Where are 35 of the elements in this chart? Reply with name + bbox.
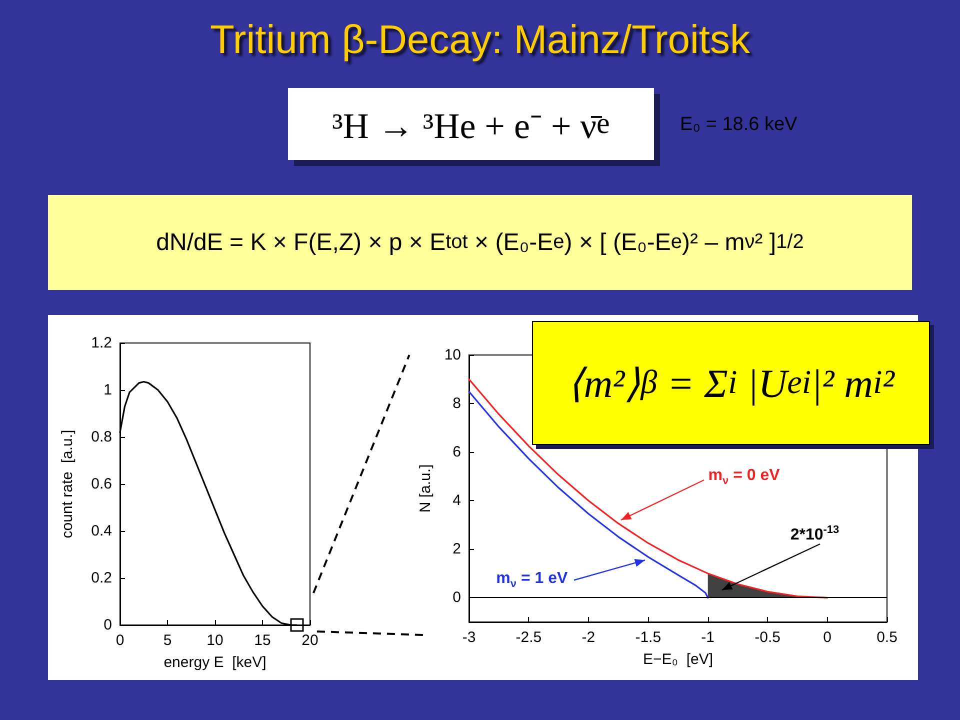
x-tick-label: -1.5 xyxy=(635,629,662,646)
y-tick-label: 0 xyxy=(104,616,112,634)
y-tick-label: 6 xyxy=(452,444,461,461)
y-tick-label: 4 xyxy=(452,492,461,510)
y-tick-label: 0.4 xyxy=(91,522,112,540)
y-tick-label: 0.2 xyxy=(91,570,112,586)
x-tick-label: -2 xyxy=(582,629,596,646)
x-tick-label: -2.5 xyxy=(516,629,542,646)
y-tick-label: 1 xyxy=(104,382,112,398)
x-tick-label: 5 xyxy=(163,632,172,649)
x-tick-label: 20 xyxy=(302,632,318,649)
y-tick-label: 8 xyxy=(452,395,461,412)
y-tick-label: 1.2 xyxy=(91,334,112,352)
text: Tritium β-Decay: Mainz/Troitsk xyxy=(208,18,752,63)
y-tick-label: 0 xyxy=(452,589,461,606)
legend-label: m$_{ν}$ = 1 eV xyxy=(496,569,568,593)
y-tick-label: 0.8 xyxy=(91,428,112,446)
x-tick-label: -0.5 xyxy=(754,629,780,646)
y-tick-label: 10 xyxy=(444,346,461,364)
y-axis-title: count rate [a.u.] xyxy=(59,430,76,538)
text: E₀ = 18.6 keV xyxy=(680,114,798,136)
x-tick-label: 0.5 xyxy=(876,629,898,646)
x-tick-label: -1 xyxy=(701,629,715,646)
x-tick-label: -3 xyxy=(462,629,476,646)
x-axis-title: energy E [keV] xyxy=(164,654,266,671)
y-tick-label: 2 xyxy=(452,540,461,558)
text: m$_{ν}$ = 0 eV xyxy=(708,466,780,490)
y-tick-label: 0.6 xyxy=(91,476,112,492)
x-axis-title: E−E₀ [eV] xyxy=(642,651,714,668)
x-tick-label: 10 xyxy=(206,632,224,649)
annotation: 2*10$^{-13}$ xyxy=(790,522,840,546)
x-tick-label: 0 xyxy=(823,629,832,646)
x-tick-label: 15 xyxy=(254,632,271,649)
x-tick-label: 0 xyxy=(116,632,124,649)
y-axis-title: N [a.u.] xyxy=(417,464,434,513)
